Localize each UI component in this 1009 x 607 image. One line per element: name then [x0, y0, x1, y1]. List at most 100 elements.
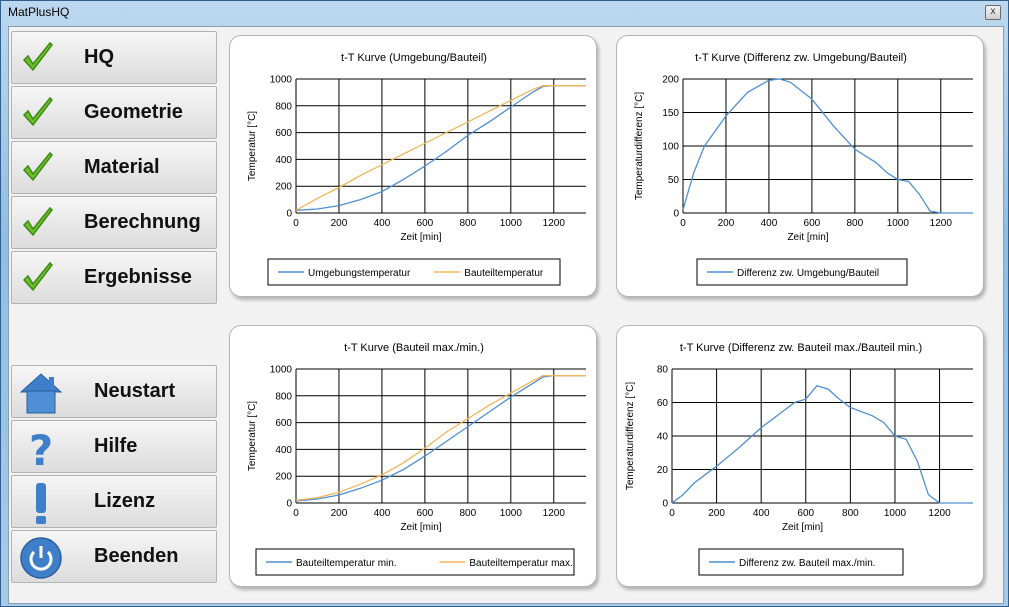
- series-line: [671, 385, 973, 504]
- chart-title: t-T Kurve (Bauteil max./min.): [344, 342, 484, 354]
- chart-differenz-umgebung-bauteil: t-T Kurve (Differenz zw. Umgebung/Bautei…: [634, 52, 973, 286]
- question-icon: ?: [29, 426, 53, 471]
- x-tick-label: 1200: [928, 508, 951, 519]
- x-tick-label: 200: [331, 218, 348, 229]
- y-tick-label: 600: [275, 128, 292, 139]
- x-tick-label: 1200: [543, 218, 566, 229]
- x-tick-label: 600: [804, 218, 821, 229]
- series-line: [682, 78, 973, 214]
- x-tick-label: 600: [417, 218, 434, 229]
- y-tick-label: 0: [286, 209, 292, 220]
- y-tick-label: 400: [275, 445, 292, 456]
- x-axis-label: Zeit [min]: [400, 522, 441, 533]
- y-tick-label: 1000: [270, 75, 293, 86]
- y-tick-label: 1000: [270, 365, 293, 376]
- nav-button-berechnung[interactable]: Berechnung: [11, 196, 217, 249]
- legend-box: [698, 548, 904, 576]
- chart-umgebung-bauteil: t-T Kurve (Umgebung/Bauteil) 0 200 400 600 80…: [247, 52, 586, 286]
- y-tick-label: 50: [668, 175, 680, 186]
- nav-label: Geometrie: [84, 101, 183, 123]
- y-tick-label: 200: [662, 75, 679, 86]
- chart-title: t-T Kurve (Differenz zw. Bauteil max./Ba…: [680, 342, 922, 354]
- x-tick-label: 200: [718, 218, 735, 229]
- y-tick-label: 600: [275, 418, 292, 429]
- title-bar: MatPlusHQ x: [1, 1, 1008, 23]
- y-tick-label: 800: [275, 101, 292, 112]
- x-tick-label: 400: [753, 508, 770, 519]
- check-icon: [22, 261, 53, 292]
- series-line: [295, 85, 586, 211]
- legend-label: Bauteiltemperatur: [464, 268, 544, 279]
- x-tick-label: 1000: [500, 508, 523, 519]
- nav-button-hq[interactable]: HQ: [11, 31, 217, 84]
- window-title: MatPlusHQ: [8, 5, 70, 19]
- neustart-button[interactable]: Neustart: [11, 365, 217, 418]
- nav-label: Ergebnisse: [84, 266, 192, 288]
- lizenz-button[interactable]: Lizenz: [11, 475, 217, 528]
- x-tick-label: 1200: [930, 218, 953, 229]
- home-icon: [19, 373, 63, 414]
- action-label: Hilfe: [94, 435, 138, 457]
- action-label: Beenden: [94, 545, 179, 567]
- x-tick-label: 800: [460, 218, 477, 229]
- chart-panel-umgebung-bauteil: t-T Kurve (Umgebung/Bauteil) 0 200 400 600 80…: [229, 35, 597, 297]
- x-tick-label: 600: [797, 508, 814, 519]
- check-icon: [22, 41, 53, 72]
- x-axis-label: Zeit [min]: [787, 232, 828, 243]
- chart-title: t-T Kurve (Differenz zw. Umgebung/Bautei…: [695, 52, 907, 64]
- action-label: Neustart: [94, 380, 176, 402]
- y-axis-label: Temperatur [°C]: [247, 401, 258, 471]
- hilfe-button[interactable]: ? Hilfe: [11, 420, 217, 473]
- legend-label: Bauteiltemperatur max.: [469, 558, 572, 569]
- x-tick-label: 0: [293, 218, 299, 229]
- nav-button-ergebnisse[interactable]: Ergebnisse: [11, 251, 217, 304]
- chart-panel-differenz-umgebung-bauteil: t-T Kurve (Differenz zw. Umgebung/Bautei…: [616, 35, 984, 297]
- y-axis-label: Temperatur [°C]: [247, 111, 258, 181]
- client-area: HQ Geometrie Material Berechnung Ergebni…: [8, 26, 1004, 604]
- nav-label: Material: [84, 156, 160, 178]
- check-icon: [22, 96, 53, 127]
- x-tick-label: 1200: [543, 508, 566, 519]
- y-tick-label: 80: [657, 365, 669, 376]
- y-tick-label: 0: [286, 499, 292, 510]
- x-tick-label: 1000: [887, 218, 910, 229]
- x-tick-label: 0: [680, 218, 686, 229]
- x-tick-label: 0: [669, 508, 675, 519]
- nav-button-geometrie[interactable]: Geometrie: [11, 86, 217, 139]
- series-line: [295, 85, 586, 211]
- x-tick-label: 0: [293, 508, 299, 519]
- legend-label: Bauteiltemperatur min.: [296, 558, 397, 569]
- y-tick-label: 200: [275, 182, 292, 193]
- y-tick-label: 150: [662, 108, 679, 119]
- series-line: [295, 375, 586, 502]
- close-button[interactable]: x: [985, 5, 1001, 20]
- y-tick-label: 200: [275, 472, 292, 483]
- nav-button-material[interactable]: Material: [11, 141, 217, 194]
- x-tick-label: 400: [374, 218, 391, 229]
- chart-panel-differenz-bauteil: t-T Kurve (Differenz zw. Bauteil max./Ba…: [616, 325, 984, 587]
- x-tick-label: 800: [842, 508, 859, 519]
- x-tick-label: 1000: [884, 508, 907, 519]
- y-tick-label: 400: [275, 155, 292, 166]
- x-axis-label: Zeit [min]: [782, 522, 823, 533]
- nav-label: HQ: [84, 46, 114, 68]
- x-tick-label: 400: [761, 218, 778, 229]
- legend-label: Umgebungstemperatur: [308, 268, 411, 279]
- x-tick-label: 200: [331, 508, 348, 519]
- y-tick-label: 0: [673, 209, 679, 220]
- nav-label: Berechnung: [84, 211, 201, 233]
- beenden-button[interactable]: Beenden: [11, 530, 217, 583]
- y-axis-label: Temperaturdifferenz [°C]: [625, 382, 636, 491]
- y-tick-label: 20: [657, 465, 669, 476]
- x-tick-label: 1000: [500, 218, 523, 229]
- y-axis-label: Temperaturdifferenz [°C]: [634, 92, 645, 201]
- chart-panel-bauteil-max-min: t-T Kurve (Bauteil max./min.) 0 200 400 600 8…: [229, 325, 597, 587]
- chart-differenz-bauteil: t-T Kurve (Differenz zw. Bauteil max./Ba…: [625, 342, 973, 576]
- chart-bauteil-max-min: t-T Kurve (Bauteil max./min.) 0 200 400 600 8…: [247, 342, 586, 576]
- action-label: Lizenz: [94, 490, 156, 512]
- x-tick-label: 800: [847, 218, 864, 229]
- y-tick-label: 60: [657, 398, 669, 409]
- chart-title: t-T Kurve (Umgebung/Bauteil): [341, 52, 487, 64]
- legend-label: Differenz zw. Bauteil max./min.: [739, 558, 876, 569]
- x-tick-label: 600: [417, 508, 434, 519]
